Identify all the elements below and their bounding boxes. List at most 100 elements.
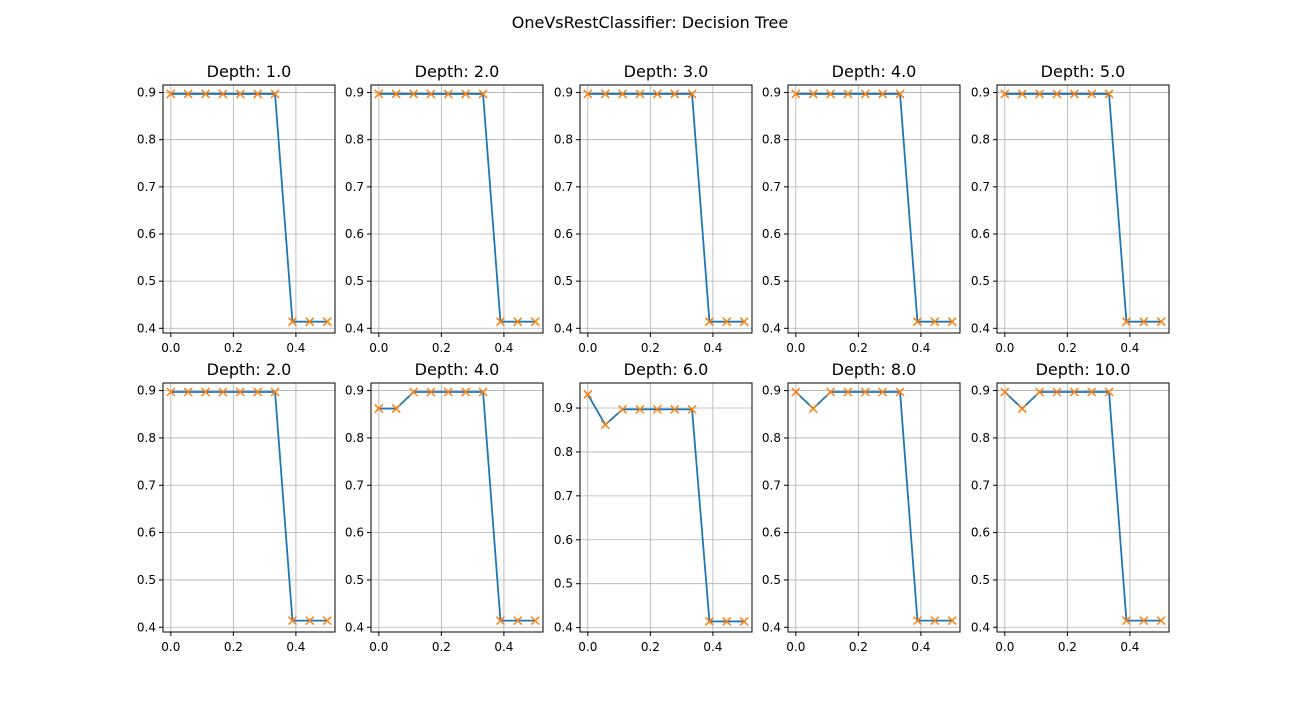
data-point-marker [218, 89, 228, 99]
data-point-marker [443, 387, 453, 397]
subplot-title: Depth: 4.0 [832, 62, 917, 81]
series-line [1004, 391, 1162, 622]
axes-frame [162, 84, 336, 334]
y-tick-label: 0.8 [762, 133, 781, 147]
subplot-5: 0.4 0.5 0.6 0.7 0.8 0.9 0.0 0.2 0.4 Depth: 5.0 [971, 62, 1170, 355]
y-tick-label: 0.5 [345, 274, 364, 288]
data-point-marker [253, 89, 263, 99]
x-tick-label: 0.0 [578, 640, 597, 654]
data-point-marker [1017, 89, 1027, 99]
x-tick-label: 0.4 [703, 341, 722, 355]
subplot-title: Depth: 3.0 [624, 62, 709, 81]
data-point-marker [687, 404, 697, 414]
data-point-marker [1156, 317, 1166, 327]
subplot-title: Depth: 4.0 [415, 360, 500, 379]
data-point-marker [253, 387, 263, 397]
data-point-marker [739, 317, 749, 327]
series-line [1004, 93, 1162, 323]
series-line [170, 391, 328, 622]
data-point-marker [1052, 89, 1062, 99]
data-point-marker [878, 89, 888, 99]
series-line [587, 93, 745, 323]
series-line [587, 393, 745, 623]
x-tick-label: 0.2 [432, 640, 451, 654]
y-tick-label: 0.4 [762, 321, 781, 335]
y-tick-label: 0.5 [554, 577, 573, 591]
data-point-marker [1104, 89, 1114, 99]
y-tick-label: 0.9 [762, 384, 781, 398]
data-point-marker [739, 616, 749, 626]
data-point-marker [201, 387, 211, 397]
y-tick-label: 0.4 [137, 321, 156, 335]
data-point-marker [860, 89, 870, 99]
subplot-title: Depth: 1.0 [207, 62, 292, 81]
y-tick-label: 0.9 [345, 86, 364, 100]
data-point-marker [166, 387, 176, 397]
y-tick-label: 0.8 [345, 431, 364, 445]
y-tick-label: 0.7 [345, 478, 364, 492]
subplot-title: Depth: 6.0 [624, 360, 709, 379]
data-point-marker [670, 89, 680, 99]
y-tick-label: 0.6 [137, 526, 156, 540]
x-tick-label: 0.0 [369, 341, 388, 355]
data-point-marker [183, 89, 193, 99]
series-line [378, 391, 536, 622]
data-point-marker [912, 317, 922, 327]
data-point-marker [860, 387, 870, 397]
y-tick-label: 0.6 [554, 227, 573, 241]
subplot-2: 0.4 0.5 0.6 0.7 0.8 0.9 0.0 0.2 0.4 Depth: 2.0 [345, 62, 544, 355]
y-tick-label: 0.4 [554, 321, 573, 335]
data-point-marker [722, 317, 732, 327]
axes-frame [787, 382, 961, 633]
data-point-marker [530, 317, 540, 327]
data-point-marker [426, 89, 436, 99]
data-point-marker [930, 317, 940, 327]
data-point-marker [201, 89, 211, 99]
data-point-marker [513, 317, 523, 327]
subplot-1: 0.4 0.5 0.6 0.7 0.8 0.9 0.0 0.2 0.4 Depth: 1.0 [137, 62, 336, 355]
x-tick-label: 0.0 [161, 341, 180, 355]
subplot-title: Depth: 2.0 [415, 62, 500, 81]
data-point-marker [461, 387, 471, 397]
data-point-marker [322, 616, 332, 626]
data-point-marker [895, 387, 905, 397]
data-point-marker [1069, 387, 1079, 397]
axes-frame [370, 382, 544, 633]
subplot-3: 0.4 0.5 0.6 0.7 0.8 0.9 0.0 0.2 0.4 Depth: 3.0 [554, 62, 753, 355]
series-line [378, 93, 536, 323]
data-point-marker [235, 387, 245, 397]
data-point-marker [1121, 317, 1131, 327]
x-tick-label: 0.2 [1058, 640, 1077, 654]
y-tick-label: 0.4 [345, 321, 364, 335]
y-tick-label: 0.8 [137, 431, 156, 445]
y-tick-label: 0.7 [971, 180, 990, 194]
axes-frame [787, 84, 961, 334]
data-point-marker [495, 317, 505, 327]
x-tick-label: 0.2 [1058, 341, 1077, 355]
y-tick-label: 0.6 [137, 227, 156, 241]
y-tick-label: 0.5 [971, 573, 990, 587]
y-tick-label: 0.7 [137, 478, 156, 492]
x-tick-label: 0.2 [849, 640, 868, 654]
y-tick-label: 0.7 [762, 180, 781, 194]
y-tick-label: 0.7 [971, 478, 990, 492]
data-point-marker [808, 404, 818, 414]
axes-frame [370, 84, 544, 334]
data-point-marker [478, 89, 488, 99]
data-point-marker [947, 317, 957, 327]
y-tick-label: 0.8 [971, 431, 990, 445]
y-tick-label: 0.7 [345, 180, 364, 194]
y-tick-label: 0.6 [345, 526, 364, 540]
x-tick-label: 0.4 [494, 640, 513, 654]
data-point-marker [1121, 616, 1131, 626]
y-tick-label: 0.5 [137, 573, 156, 587]
x-tick-label: 0.4 [1120, 640, 1139, 654]
data-point-marker [1035, 89, 1045, 99]
data-point-marker [600, 89, 610, 99]
y-tick-label: 0.8 [554, 445, 573, 459]
y-tick-label: 0.8 [554, 133, 573, 147]
y-tick-label: 0.6 [345, 227, 364, 241]
y-tick-label: 0.5 [137, 274, 156, 288]
subplot-title: Depth: 2.0 [207, 360, 292, 379]
